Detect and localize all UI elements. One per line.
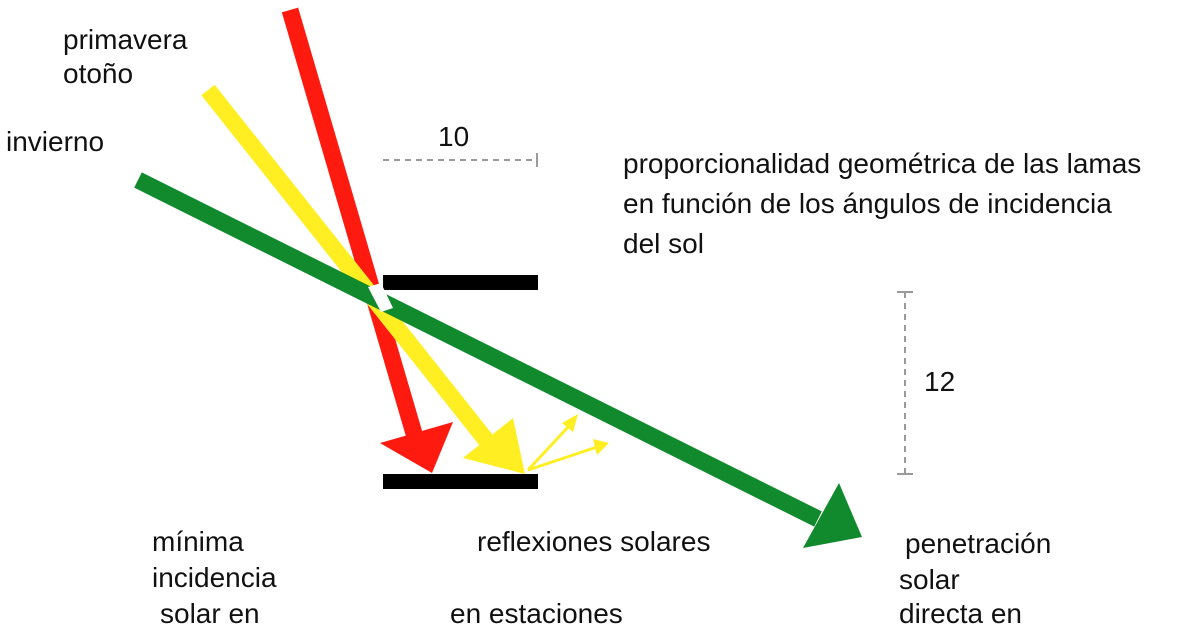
reflections-caption-line-1: reflexiones solares <box>477 526 711 557</box>
min-incidence-caption-line-2: incidencia <box>152 562 277 593</box>
diagram-title-line-1: proporcionalidad geométrica de las lamas <box>623 148 1142 179</box>
penetration-caption-line-2: solar <box>899 564 960 595</box>
reflection-ray-1-arrowhead <box>562 414 578 432</box>
high-sun-ray-arrowhead <box>380 422 453 473</box>
min-incidence-caption-line-3: solar en <box>160 598 260 629</box>
penetration-caption-line-3: directa en <box>899 598 1022 629</box>
diagram-title-line-3: del sol <box>623 228 704 259</box>
winter-label: invierno <box>6 126 105 157</box>
winter-ray <box>134 172 822 527</box>
ray-crossing-gap <box>368 283 393 312</box>
spring-autumn-ray <box>201 84 497 451</box>
reflection-ray-2 <box>527 445 598 472</box>
upper-louver <box>383 275 538 290</box>
high-sun-ray <box>281 7 424 440</box>
diagram-title-line-2: en función de los ángulos de incidencia <box>623 188 1112 219</box>
reflection-ray-2-arrowhead <box>593 439 609 455</box>
lower-louver <box>383 474 538 489</box>
min-incidence-caption-line-1: mínima <box>152 526 244 557</box>
reflections-caption-line-2: en estaciones <box>450 598 623 629</box>
penetration-caption-line-1: penetración <box>905 528 1052 559</box>
winter-ray-arrowhead <box>803 483 862 548</box>
spring-autumn-ray-arrowhead <box>463 418 525 474</box>
spring-label: primavera <box>63 24 188 55</box>
spacing-dimension-value: 12 <box>924 366 956 397</box>
reflection-ray-1 <box>526 423 572 472</box>
autumn-label: otoño <box>63 58 134 89</box>
depth-dimension-value: 10 <box>438 121 470 152</box>
